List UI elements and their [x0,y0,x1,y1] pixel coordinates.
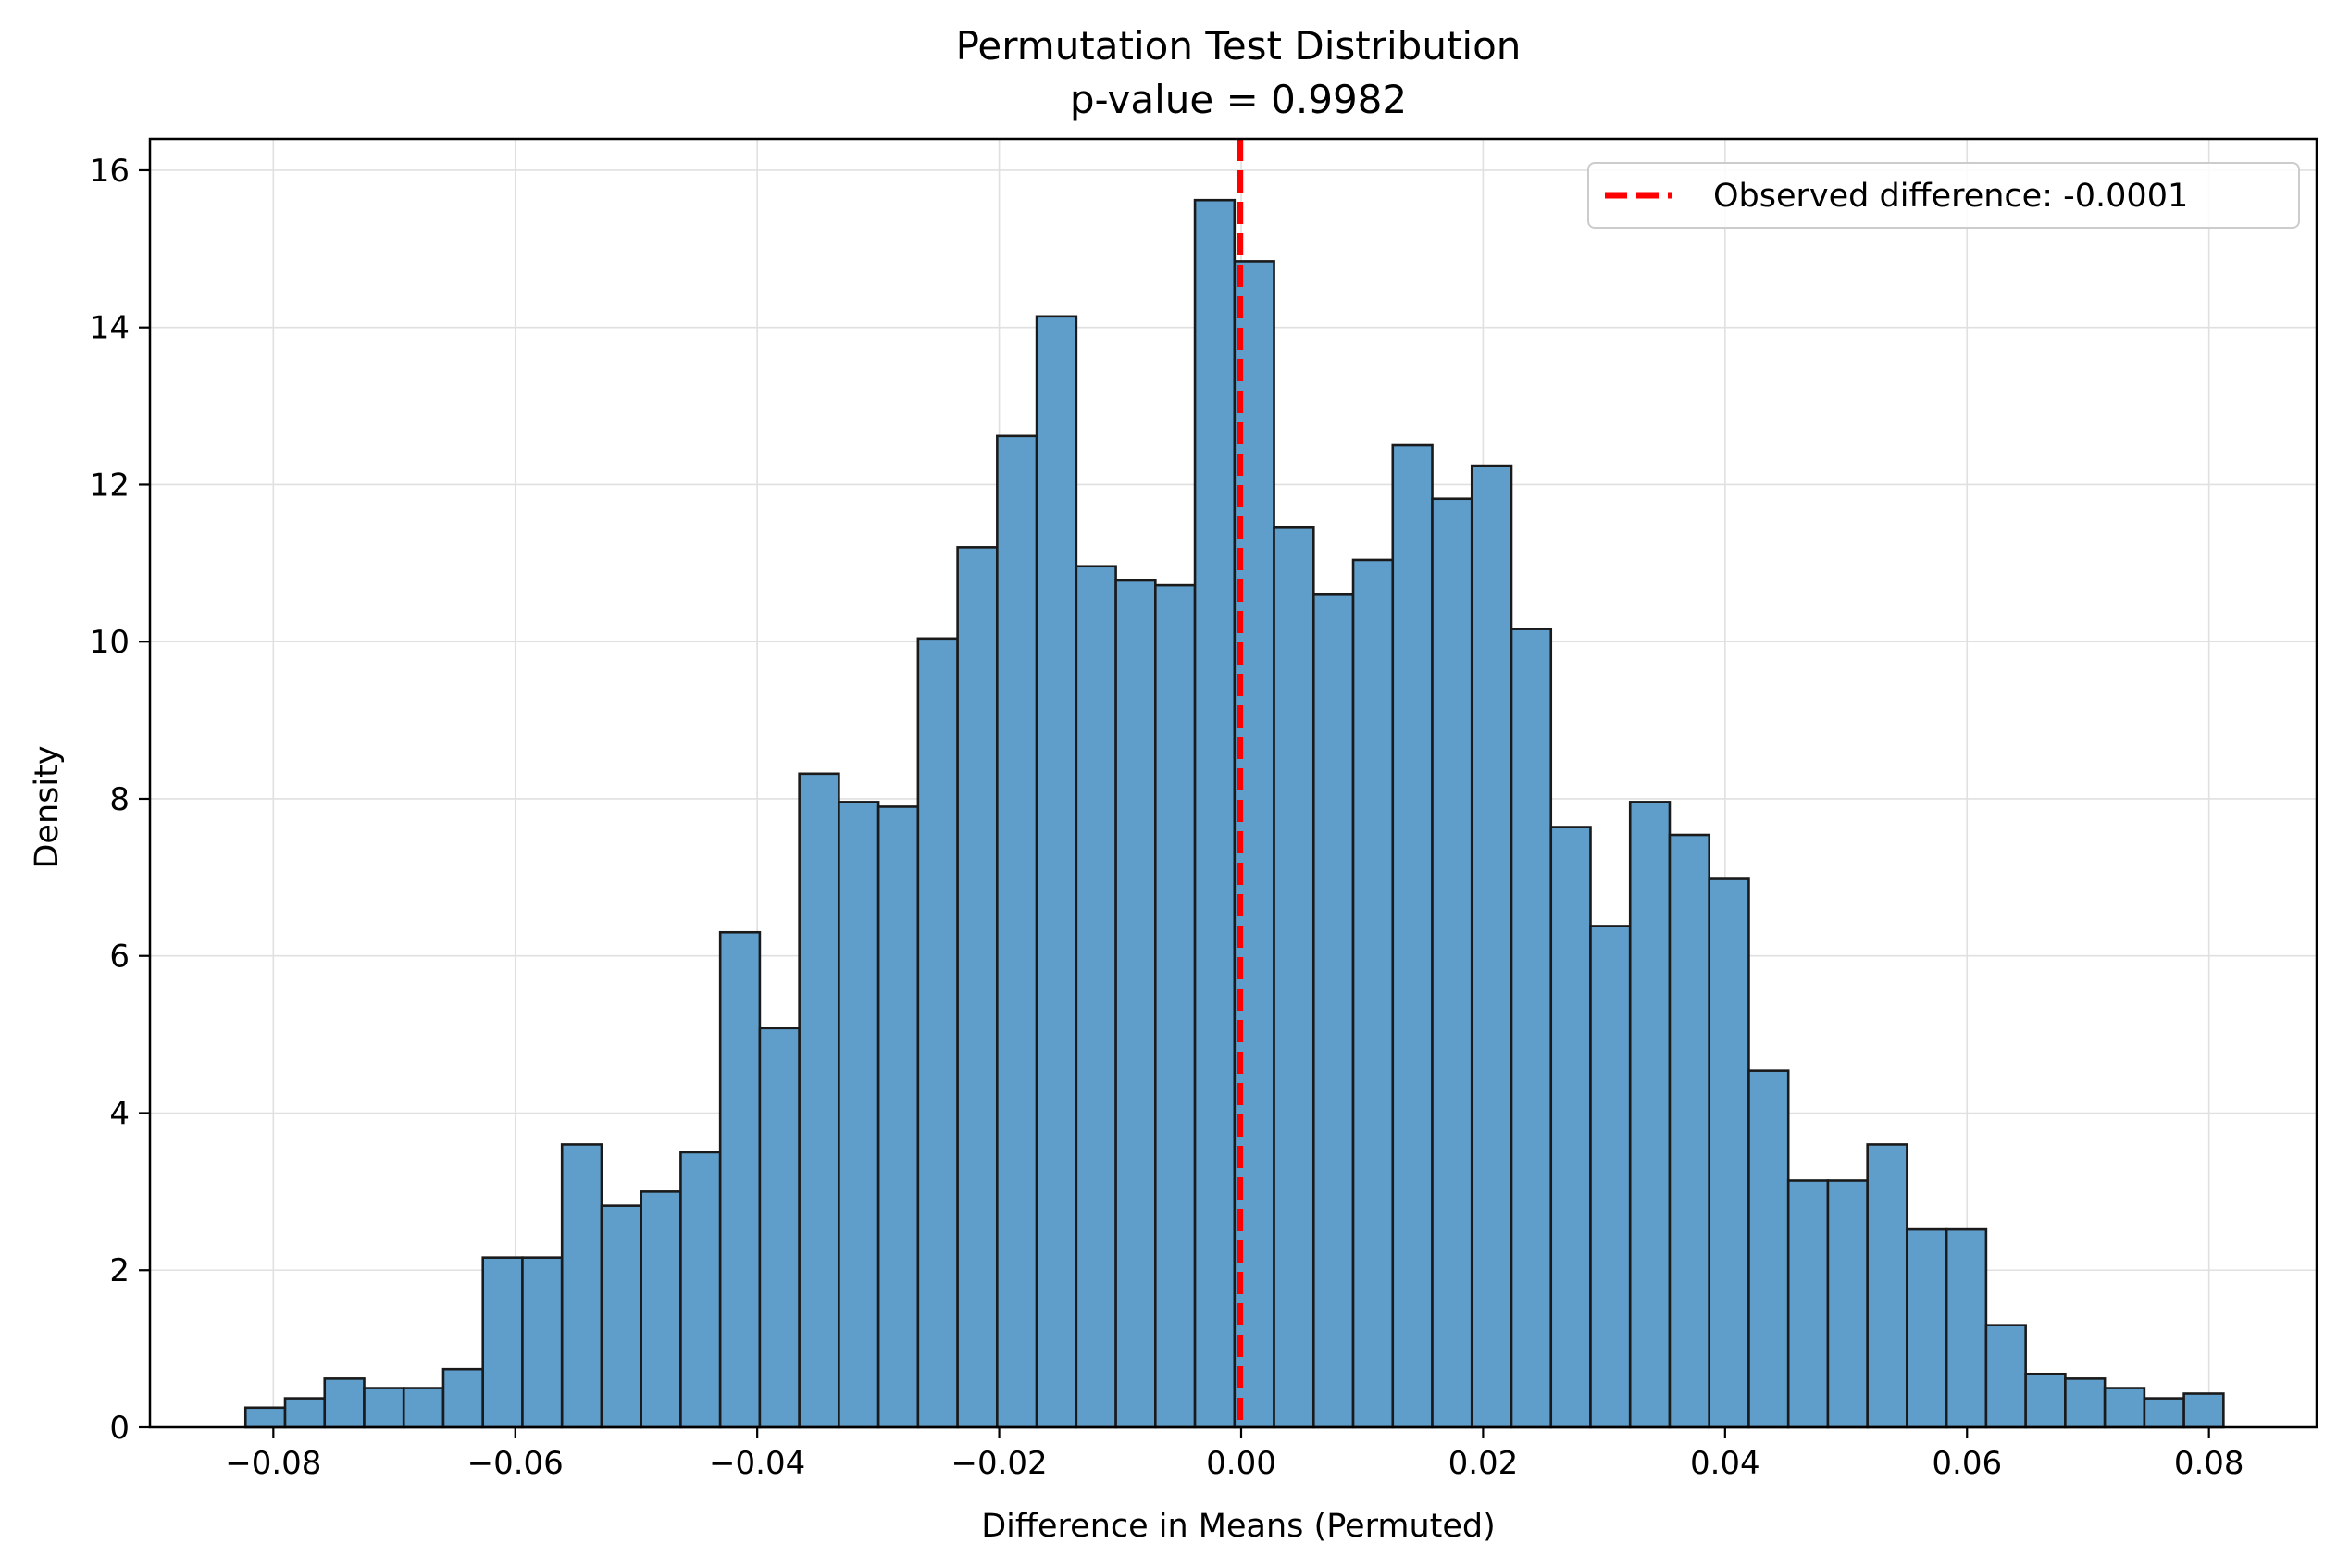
y-tick-label: 4 [109,1095,130,1132]
histogram-bar [1786,1179,1830,1429]
histogram-bar [1510,628,1553,1429]
histogram-bar [718,930,762,1429]
histogram-bar [916,637,959,1429]
x-tick-label: 0.06 [1932,1445,2002,1482]
x-axis-label: Difference in Means (Permuted) [981,1508,1496,1545]
histogram-bar [1035,315,1078,1429]
y-tick-label: 12 [90,467,130,504]
histogram-bar [956,546,999,1429]
y-tick-label: 14 [90,310,130,347]
histogram-bar [1708,877,1750,1429]
x-axis-ticks: −0.08 −0.06 −0.04 −0.02 0.00 0.02 0.04 0.06 0.08 [225,1427,2244,1482]
histogram-bar [441,1367,485,1429]
x-tick-label: −0.08 [225,1445,321,1482]
histogram-bar [1114,579,1157,1429]
histogram-bar [798,772,840,1429]
histogram-bar [1984,1324,2027,1429]
histogram-bar [402,1387,445,1429]
histogram-bar [2064,1377,2107,1429]
histogram-bar [1351,558,1395,1429]
y-tick-label: 0 [109,1410,130,1447]
histogram-bar [363,1387,405,1429]
histogram-bar [758,1027,801,1429]
y-tick-label: 16 [90,153,130,190]
x-tick-label: −0.02 [951,1445,1047,1482]
histogram-bar [1549,826,1592,1429]
histogram-bar [323,1377,366,1429]
legend-box [1587,162,2300,229]
x-tick-label: 0.00 [1206,1445,1276,1482]
histogram-bars [243,198,2225,1429]
histogram-bar [1311,592,1355,1429]
histogram-bar [1628,801,1672,1429]
histogram-bar [679,1151,722,1429]
histogram-bar [1866,1143,1908,1429]
x-tick-label: 0.04 [1690,1445,1760,1482]
histogram-bar [1945,1227,1988,1429]
histogram-bar [521,1256,564,1429]
histogram-bar [2024,1372,2067,1429]
histogram-bar [1075,565,1117,1429]
y-tick-label: 8 [109,781,130,818]
histogram-bar [1391,443,1434,1429]
histogram-bar [2143,1397,2185,1429]
histogram-bar [1431,497,1473,1429]
histogram-bar [1470,464,1513,1429]
y-tick-label: 6 [109,939,130,976]
histogram-bar [1193,198,1237,1429]
x-tick-label: −0.04 [709,1445,805,1482]
histogram-bar [838,801,880,1429]
chart-title: Permutation Test Distribution [956,23,1522,68]
histogram-bar [1589,925,1632,1429]
histogram-bar [876,805,920,1429]
y-tick-label: 10 [90,624,130,661]
histogram-bar [243,1406,287,1429]
x-tick-label: 0.02 [1448,1445,1519,1482]
y-tick-label: 2 [109,1252,130,1289]
plot-frame [148,137,2318,1429]
histogram-bar [1154,583,1197,1429]
histogram-bar [640,1190,682,1429]
histogram-bar [600,1204,642,1429]
y-axis-ticks: 0 2 4 6 8 10 12 14 16 [90,153,150,1447]
histogram-bar [1747,1069,1790,1429]
histogram-bar [1826,1179,1869,1429]
y-axis-label: Density [29,745,66,868]
chart-subtitle: p-value = 0.9982 [1070,77,1407,122]
histogram-bar [1668,833,1711,1429]
histogram-bar [481,1256,524,1429]
histogram-bar [1273,525,1315,1429]
histogram-bar [2182,1392,2225,1429]
histogram-bar [560,1143,603,1429]
histogram-bar [1906,1227,1948,1429]
x-tick-label: −0.06 [467,1445,564,1482]
x-tick-label: 0.08 [2174,1445,2244,1482]
histogram-bar [996,434,1038,1429]
histogram-bar [2103,1387,2146,1429]
histogram-bar [283,1397,327,1429]
legend: Observed difference: -0.0001 [1587,162,2300,229]
legend-label-observed-difference: Observed difference: -0.0001 [1713,178,2188,215]
